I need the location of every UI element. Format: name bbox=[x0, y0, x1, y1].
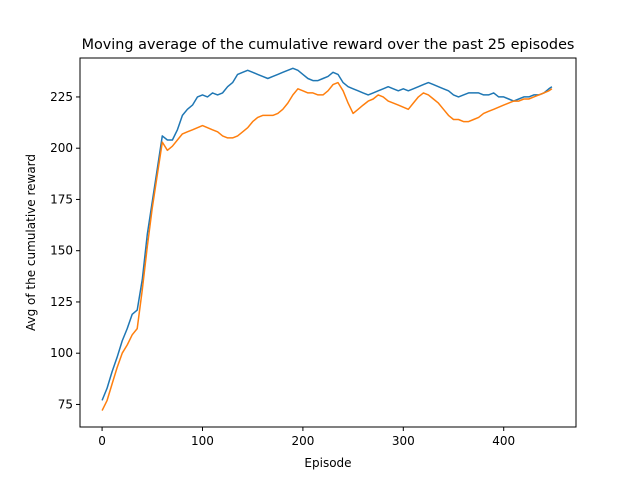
x-tick-label: 100 bbox=[191, 434, 214, 448]
chart-title: Moving average of the cumulative reward … bbox=[82, 37, 575, 53]
x-tick-label: 200 bbox=[291, 434, 314, 448]
y-tick-label: 175 bbox=[50, 192, 73, 206]
y-tick-label: 125 bbox=[50, 295, 73, 309]
y-axis-ticks: 75 100 125 150 175 200 225 bbox=[50, 90, 80, 411]
y-tick-label: 200 bbox=[50, 141, 73, 155]
x-tick-label: 0 bbox=[98, 434, 106, 448]
series-2-line bbox=[101, 81, 553, 411]
y-axis-label: Avg of the cumulative reward bbox=[24, 154, 38, 331]
y-tick-label: 225 bbox=[50, 90, 73, 104]
x-tick-label: 300 bbox=[392, 434, 415, 448]
axes-frame bbox=[79, 57, 577, 428]
y-tick-label: 75 bbox=[58, 397, 73, 411]
y-tick-label: 100 bbox=[50, 346, 73, 360]
plot-area bbox=[101, 67, 553, 411]
x-axis-ticks: 0 100 200 300 400 bbox=[98, 427, 515, 448]
series-1-line bbox=[101, 67, 553, 401]
x-axis-label: Episode bbox=[304, 456, 351, 470]
x-tick-label: 400 bbox=[492, 434, 515, 448]
y-tick-label: 150 bbox=[50, 244, 73, 258]
